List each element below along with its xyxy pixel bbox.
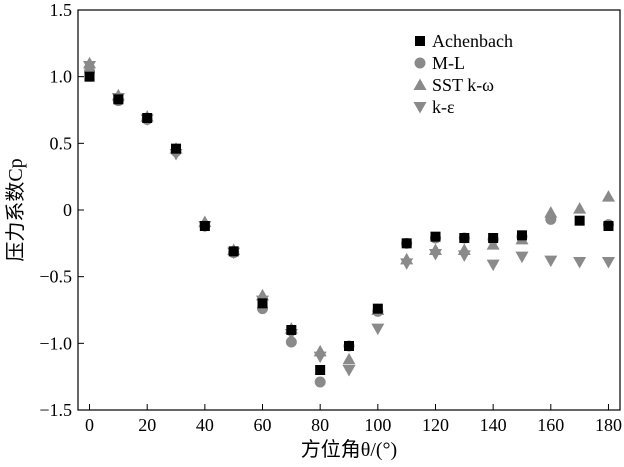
series-square xyxy=(84,71,614,375)
data-point xyxy=(601,257,615,269)
data-point xyxy=(342,365,356,377)
data-point xyxy=(545,213,557,225)
data-point xyxy=(459,233,470,243)
data-point xyxy=(372,303,383,314)
legend-label: Achenbach xyxy=(432,31,513,51)
data-point xyxy=(544,206,558,218)
data-point xyxy=(314,376,326,388)
data-points xyxy=(83,56,615,388)
data-point xyxy=(142,113,153,123)
data-point xyxy=(544,255,558,268)
legend-label: M-L xyxy=(432,53,465,73)
x-tick-label: 120 xyxy=(422,415,449,435)
data-point xyxy=(285,336,297,348)
data-point xyxy=(83,56,97,69)
legend-label: SST k-ω xyxy=(432,75,494,95)
data-point xyxy=(428,243,442,255)
series-circle xyxy=(84,65,614,388)
y-tick-label: 1.5 xyxy=(50,0,73,20)
data-point xyxy=(371,323,385,336)
data-point xyxy=(84,71,95,82)
y-tick-label: 0 xyxy=(63,200,72,220)
data-point xyxy=(113,94,124,105)
data-point xyxy=(171,143,182,154)
series-triangle-down xyxy=(83,61,615,377)
x-tick-label: 160 xyxy=(537,415,564,435)
data-point xyxy=(313,344,327,357)
legend-marker xyxy=(415,36,425,46)
y-tick-label: −0.5 xyxy=(39,267,72,287)
data-point xyxy=(430,231,441,242)
axis-ticks: 0 20 40 60 80 100 120 140 160 180 1.5 1.0 0.5 0 −0.5 −1… xyxy=(39,0,622,435)
data-point xyxy=(342,352,356,365)
data-point xyxy=(228,246,239,257)
data-point xyxy=(573,257,587,269)
x-tick-label: 180 xyxy=(595,415,622,435)
x-tick-label: 0 xyxy=(85,415,94,435)
data-point xyxy=(257,298,268,309)
legend-label: k-ε xyxy=(432,97,455,117)
legend-marker xyxy=(414,57,426,69)
data-point xyxy=(574,215,585,226)
data-point xyxy=(401,238,412,249)
data-point xyxy=(400,252,414,265)
data-point xyxy=(344,341,354,351)
y-tick-label: −1.0 xyxy=(39,333,72,353)
data-point xyxy=(256,288,270,301)
data-point xyxy=(199,221,210,231)
data-point xyxy=(515,251,529,264)
data-point xyxy=(603,221,614,231)
data-point xyxy=(488,233,499,243)
x-tick-label: 20 xyxy=(138,415,156,435)
y-axis-title: 压力系数Cp xyxy=(4,158,27,261)
data-point xyxy=(601,190,615,202)
x-tick-label: 80 xyxy=(311,415,329,435)
series-triangle-up xyxy=(83,56,615,365)
legend-marker xyxy=(413,78,427,90)
y-tick-label: 0.5 xyxy=(50,133,73,153)
x-tick-label: 100 xyxy=(364,415,391,435)
x-axis-title: 方位角θ/(°) xyxy=(301,438,397,461)
data-point xyxy=(315,365,326,375)
data-point xyxy=(516,230,527,241)
y-tick-label: −1.5 xyxy=(39,400,72,420)
legend-marker xyxy=(413,102,427,114)
data-point xyxy=(486,259,500,272)
x-tick-label: 60 xyxy=(254,415,272,435)
data-point xyxy=(573,202,587,214)
data-point xyxy=(457,243,471,255)
x-tick-label: 140 xyxy=(480,415,507,435)
y-tick-label: 1.0 xyxy=(50,67,73,87)
data-point xyxy=(286,325,297,335)
x-tick-label: 40 xyxy=(196,415,214,435)
